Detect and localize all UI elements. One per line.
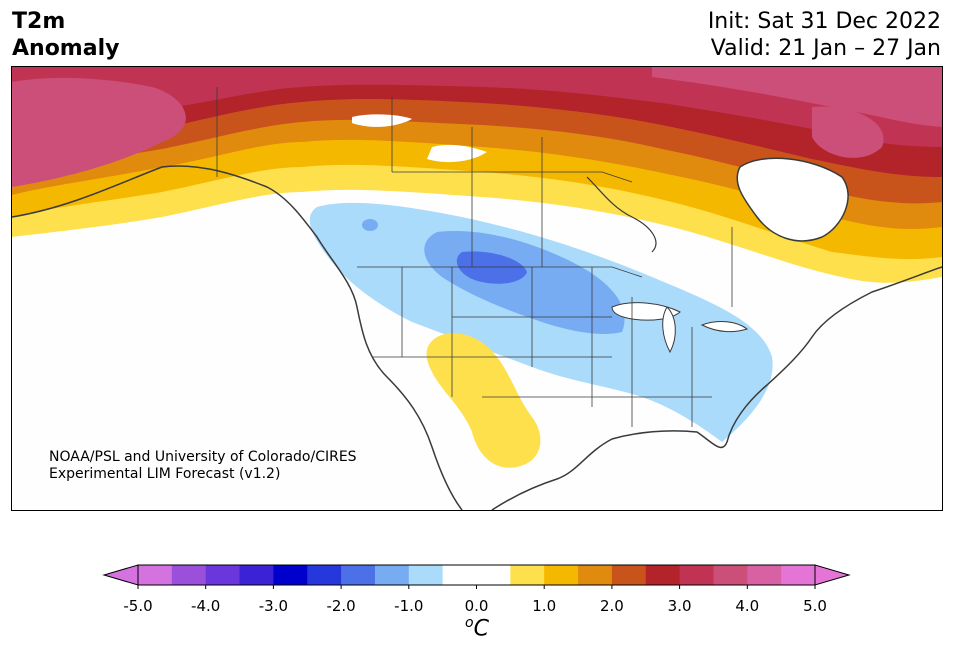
- colorbar-swatch: [374, 565, 410, 585]
- colorbar-swatch: [578, 565, 613, 585]
- credit-line-1: NOAA/PSL and University of Colorado/CIRE…: [49, 449, 357, 465]
- colorbar-swatch: [408, 565, 444, 585]
- colorbar-swatch: [645, 565, 681, 585]
- valid-range: Valid: 21 Jan – 27 Jan: [710, 36, 941, 61]
- anomaly-map: [11, 66, 943, 511]
- colorbar-swatch: [713, 565, 748, 585]
- colorbar-tick-label: 1.0: [532, 597, 557, 615]
- colorbar-swatch: [341, 565, 376, 585]
- colorbar-tick-label: 0.0: [464, 597, 489, 615]
- colorbar-tick-label: -5.0: [123, 597, 153, 615]
- init-date: Init: Sat 31 Dec 2022: [707, 9, 941, 34]
- colorbar-swatch: [679, 565, 714, 585]
- colorbar-extend-min: [102, 564, 139, 586]
- colorbar-tick-label: -3.0: [258, 597, 289, 615]
- colorbar-tick-label: 2.0: [599, 597, 624, 615]
- forecast-credit: NOAA/PSL and University of Colorado/CIRE…: [49, 449, 357, 483]
- colorbar-tick-label: -2.0: [326, 597, 356, 615]
- colorbar-swatch: [510, 565, 545, 585]
- colorbar-tick-label: 4.0: [735, 597, 760, 615]
- colorbar-extend-max: [814, 564, 851, 586]
- colorbar-swatch: [476, 565, 511, 585]
- map-title: T2m Anomaly: [12, 8, 119, 62]
- title-line-2: Anomaly: [12, 36, 120, 61]
- colorbar-swatch: [205, 565, 241, 585]
- colorbar-tick-label: -4.0: [191, 597, 221, 615]
- colorbar: [102, 564, 851, 589]
- colorbar-tick-label: 3.0: [667, 597, 692, 615]
- forecast-dates: Init: Sat 31 Dec 2022 Valid: 21 Jan – 27…: [708, 8, 941, 62]
- colorbar-swatch: [611, 565, 647, 585]
- colorbar-tick-label: -1.0: [394, 597, 424, 615]
- colorbar-swatch: [442, 565, 477, 585]
- colorbar-swatch: [307, 565, 342, 585]
- colorbar-swatch: [171, 565, 207, 585]
- colorbar-tick-label: 5.0: [803, 597, 827, 615]
- map-canvas: [12, 67, 942, 510]
- colorbar-swatch: [544, 565, 579, 585]
- credit-line-2: Experimental LIM Forecast (v1.2): [49, 466, 281, 482]
- colorbar-swatch: [781, 565, 816, 585]
- title-line-1: T2m: [12, 9, 66, 34]
- colorbar-swatch: [273, 565, 308, 585]
- colorbar-swatch: [747, 565, 782, 585]
- colorbar-swatch: [138, 565, 173, 585]
- colorbar-swatch: [239, 565, 274, 585]
- colorbar-unit: oC: [465, 615, 489, 642]
